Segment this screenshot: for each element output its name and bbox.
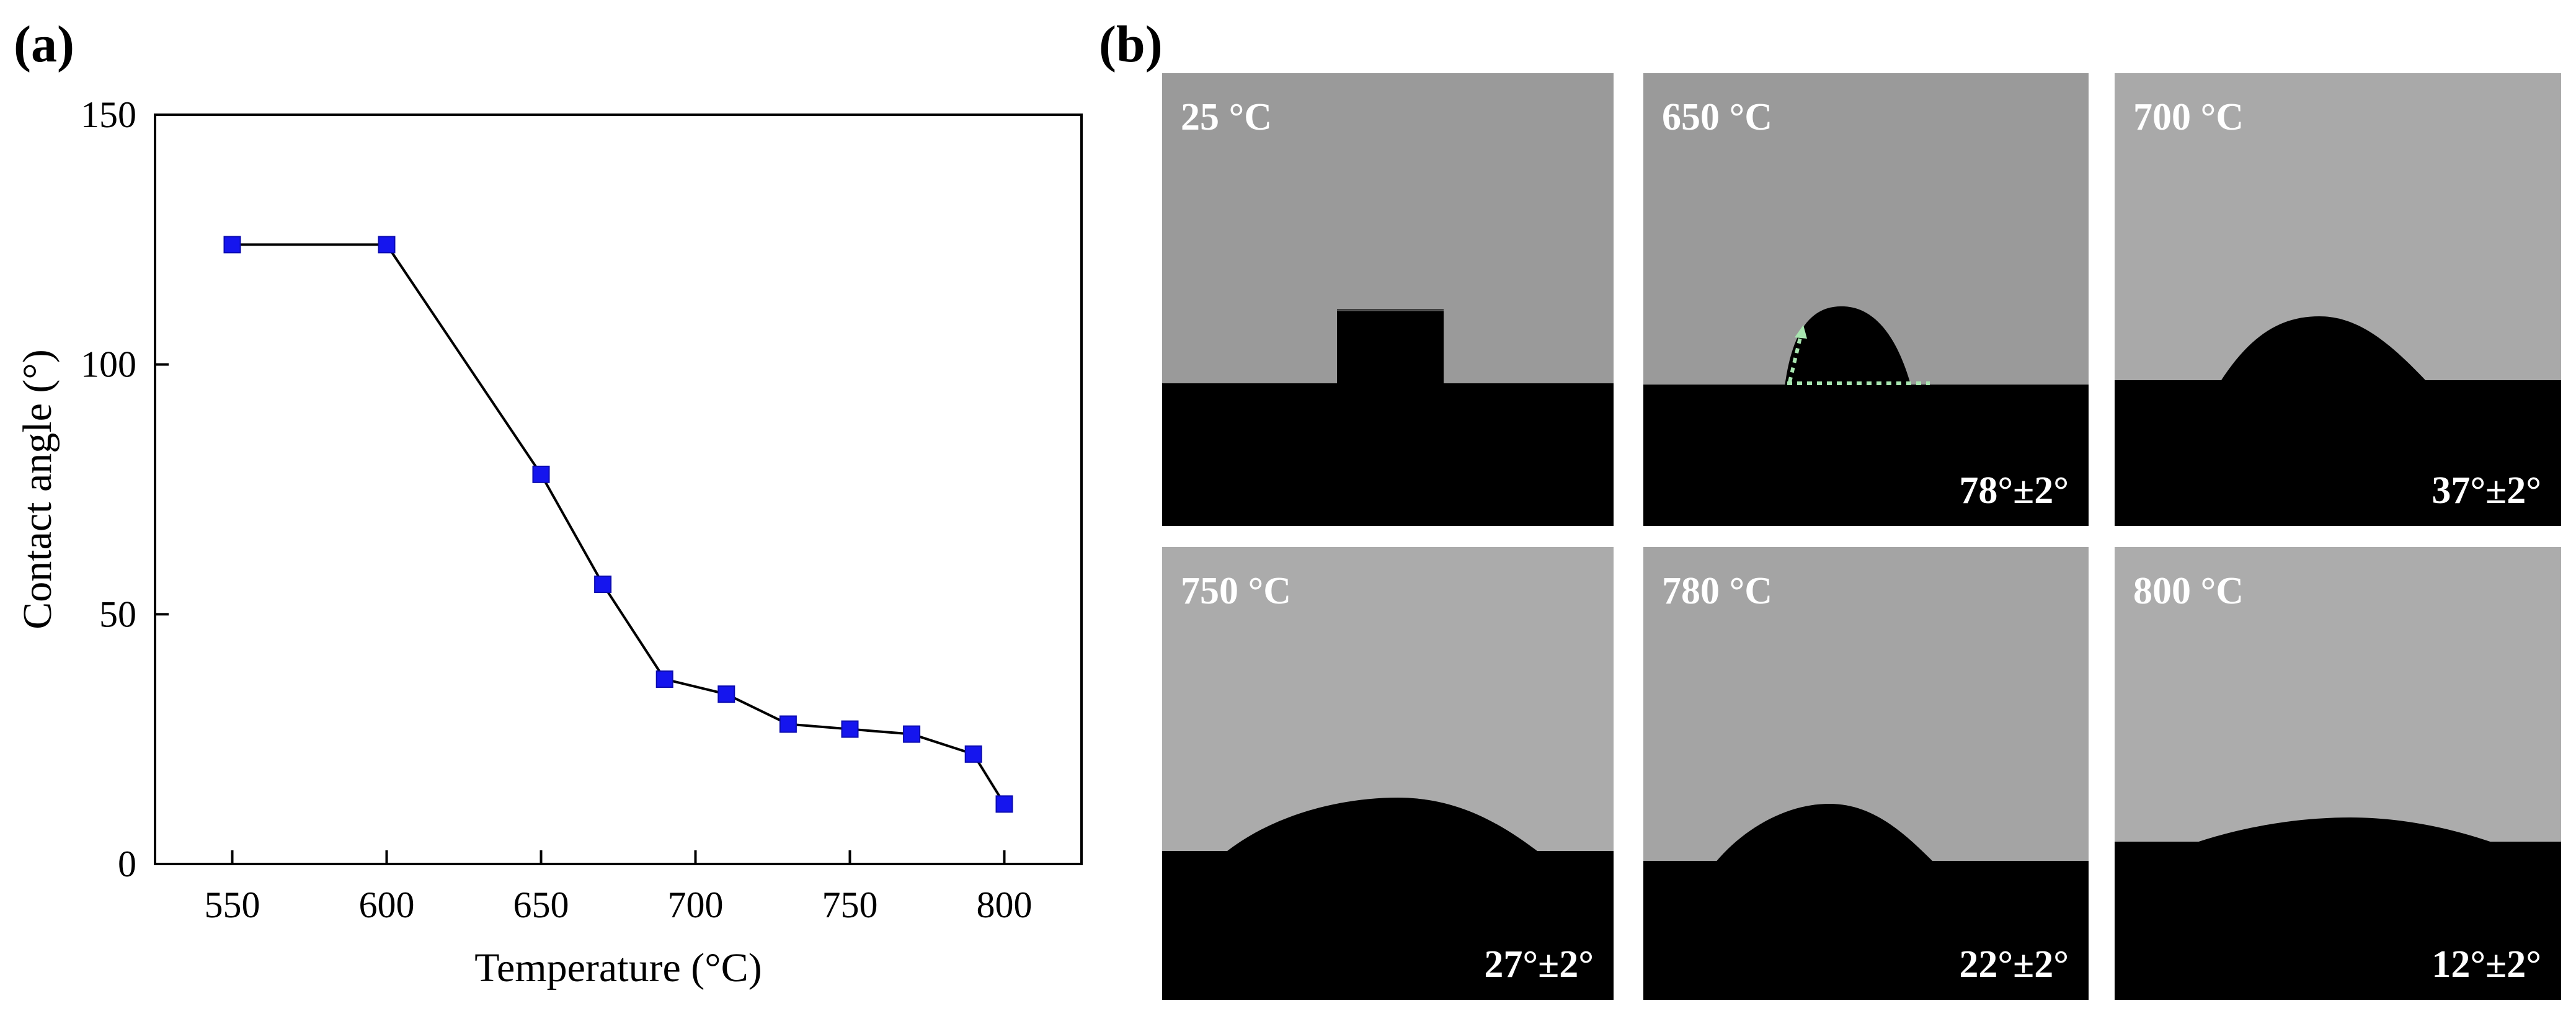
- droplet: [1224, 798, 1540, 853]
- y-tick-label: 100: [81, 344, 136, 385]
- substrate: [1162, 383, 1614, 526]
- contact-angle-label: 27°±2°: [1484, 943, 1594, 986]
- data-point: [779, 715, 797, 733]
- data-point: [841, 720, 859, 738]
- series-line: [232, 243, 1006, 805]
- drop-photo-700c: 700 °C 37°±2°: [2115, 73, 2561, 526]
- droplet: [1715, 804, 1935, 863]
- temperature-label: 25 °C: [1181, 96, 1272, 138]
- y-tick-label: 0: [118, 844, 136, 884]
- data-point: [655, 670, 673, 688]
- data-point: [964, 745, 982, 763]
- data-point: [903, 725, 921, 743]
- substrate: [2115, 842, 2561, 1000]
- data-point: [532, 465, 550, 483]
- data-series: [223, 236, 1013, 813]
- x-tick-label: 600: [359, 884, 415, 925]
- substrate: [1643, 385, 2089, 526]
- drop-photo-780c: 780 °C 22°±2°: [1643, 547, 2089, 1000]
- data-point: [995, 795, 1013, 813]
- y-tick-label: 50: [99, 594, 136, 634]
- drop-photo-800c: 800 °C 12°±2°: [2115, 547, 2561, 1000]
- contact-angle-label: 12°±2°: [2432, 943, 2541, 986]
- substrate: [1643, 861, 2089, 1000]
- data-point: [717, 685, 735, 703]
- contact-angle-chart: 550 600 650 700 750 800 0 50 100 150 Temperature …: [15, 94, 1083, 991]
- contact-angle-label: 37°±2°: [2432, 470, 2541, 512]
- x-tick-label: 550: [205, 884, 260, 925]
- data-point: [378, 236, 396, 254]
- drop-photo-25c: 25 °C: [1162, 73, 1614, 526]
- droplet: [2220, 316, 2427, 382]
- drop-photo-650c: 650 °C 78°±2°: [1643, 73, 2089, 526]
- substrate: [1162, 851, 1614, 1000]
- x-tick-label: 800: [977, 884, 1033, 925]
- temperature-label: 780 °C: [1662, 570, 1773, 612]
- temperature-label: 750 °C: [1181, 570, 1292, 612]
- temperature-label: 800 °C: [2133, 570, 2244, 612]
- panel-label-a: (a): [14, 16, 74, 73]
- x-axis-label: Temperature (°C): [474, 945, 762, 991]
- contact-angle-label: 78°±2°: [1959, 470, 2069, 512]
- x-tick-label: 700: [668, 884, 724, 925]
- x-tick-label: 750: [822, 884, 878, 925]
- tangent-guide: [1788, 334, 1803, 383]
- solder-cube: [1337, 309, 1444, 386]
- temperature-label: 700 °C: [2133, 96, 2244, 138]
- panel-label-b: (b): [1099, 16, 1163, 73]
- plot-frame: [154, 114, 1083, 865]
- tangent-arrowhead: [1795, 325, 1807, 339]
- y-axis-label: Contact angle (°): [15, 349, 60, 630]
- droplet: [1785, 306, 1911, 386]
- x-tick-label: 650: [513, 884, 569, 925]
- data-point: [594, 576, 612, 594]
- axis-ticks: 550 600 650 700 750 800 0 50 100 150: [81, 94, 1033, 925]
- data-point: [223, 236, 241, 254]
- contact-angle-label: 22°±2°: [1959, 943, 2069, 986]
- temperature-label: 650 °C: [1662, 96, 1773, 138]
- droplet: [2189, 817, 2499, 845]
- drop-photo-750c: 750 °C 27°±2°: [1162, 547, 1614, 1000]
- substrate: [2115, 380, 2561, 526]
- y-tick-label: 150: [81, 94, 136, 135]
